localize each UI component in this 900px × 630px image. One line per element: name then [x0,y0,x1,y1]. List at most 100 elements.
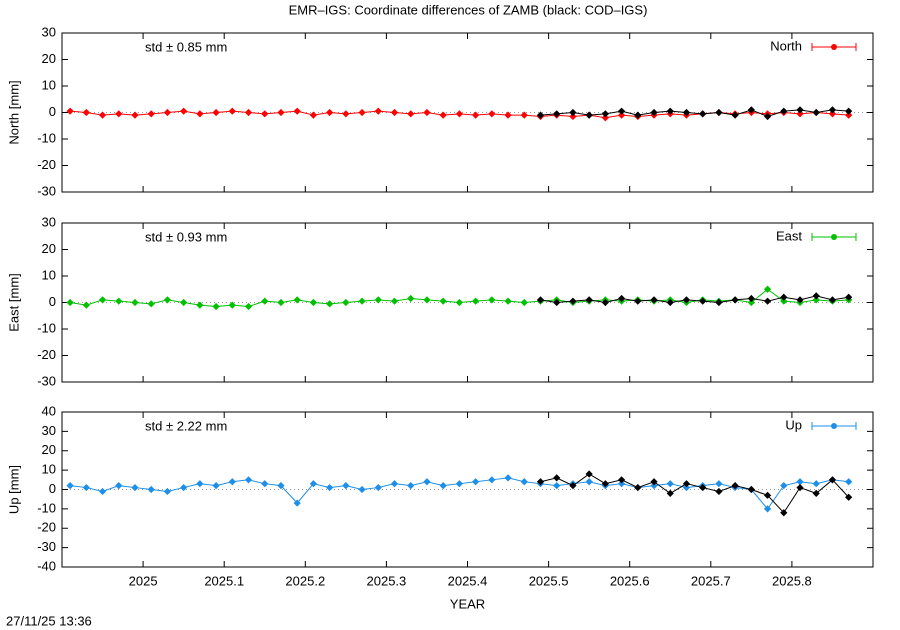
data-point [617,107,626,115]
data-point [682,296,691,304]
data-point [147,485,155,494]
y-tick-label: -20 [37,157,56,172]
legend-label: North [770,38,802,53]
data-point [98,111,107,119]
data-point [828,296,837,304]
chart-title: EMR–IGS: Coordinate differences of ZAMB … [289,2,648,17]
data-point [423,108,431,117]
data-point [472,297,480,305]
data-point [585,470,593,478]
data-point [682,480,691,488]
data-point [828,110,837,118]
data-point [82,301,90,309]
data-point [585,478,593,486]
data-point [212,482,220,490]
data-point [828,476,837,484]
data-point [342,482,350,490]
data-point [326,300,334,308]
data-point [374,483,382,492]
data-point [472,478,480,486]
data-point [147,110,155,118]
data-point [617,476,626,484]
y-axis-label: North [mm] [6,80,21,144]
y-tick-label: 20 [42,241,56,256]
data-point [66,298,74,307]
data-point [439,297,447,305]
data-point [212,302,220,311]
data-point [277,482,285,490]
data-point [131,483,139,492]
y-tick-label: 0 [49,481,56,496]
data-point [845,107,853,115]
x-tick-label: 2025.7 [691,573,731,588]
data-point [763,505,772,513]
data-point [472,111,480,119]
data-point [212,108,220,117]
data-point [666,480,674,488]
data-point [423,478,431,486]
data-point [536,478,545,486]
data-point [650,108,658,117]
data-point [569,108,577,117]
y-tick-label: -20 [37,520,56,535]
data-point [666,107,674,115]
data-point [261,297,269,305]
data-point [196,301,204,309]
data-point [585,296,593,304]
data-point [196,110,204,118]
data-point [261,480,269,488]
data-point [488,476,496,484]
data-point [845,293,853,301]
data-point [407,482,415,490]
data-point [845,111,853,119]
data-point [747,294,755,303]
data-point [455,480,463,488]
data-point [796,478,804,486]
legend-swatch [831,44,837,50]
data-point [812,296,820,304]
y-tick-label: -10 [37,500,56,515]
data-point [569,482,577,490]
x-tick-label: 2025.4 [448,573,488,588]
data-point [504,111,512,119]
data-point [845,493,853,501]
data-point [796,110,804,118]
data-point [180,298,188,307]
y-tick-label: -20 [37,347,56,362]
data-point [812,489,820,497]
data-point [780,293,788,301]
data-point [261,110,269,118]
data-point [98,296,107,304]
timestamp: 27/11/25 13:36 [6,613,92,628]
data-point [780,509,788,517]
data-point [455,110,463,118]
data-point [131,111,139,119]
data-point [309,298,318,307]
data-point [439,482,447,490]
y-tick-label: -30 [37,183,56,198]
data-point [715,108,723,117]
x-tick-label: 2025.6 [610,573,650,588]
data-point [699,483,707,492]
legend-label: Up [785,417,802,432]
data-point [569,112,577,121]
data-point [617,480,626,488]
data-point [228,107,236,115]
data-point [747,485,755,494]
data-point [115,482,123,490]
data-point [228,301,236,309]
y-tick-label: 30 [42,24,56,39]
y-tick-label: 20 [42,51,56,66]
data-point [488,296,496,304]
data-point [699,297,707,305]
x-tick-label: 2025.1 [204,573,244,588]
y-tick-label: 10 [42,267,56,282]
data-point [617,294,626,303]
data-point [293,499,301,507]
data-point [780,482,788,490]
data-point [374,296,382,304]
data-point [358,485,366,494]
y-axis-label: East [mm] [6,273,21,332]
data-point [763,491,772,499]
data-point [666,489,674,497]
